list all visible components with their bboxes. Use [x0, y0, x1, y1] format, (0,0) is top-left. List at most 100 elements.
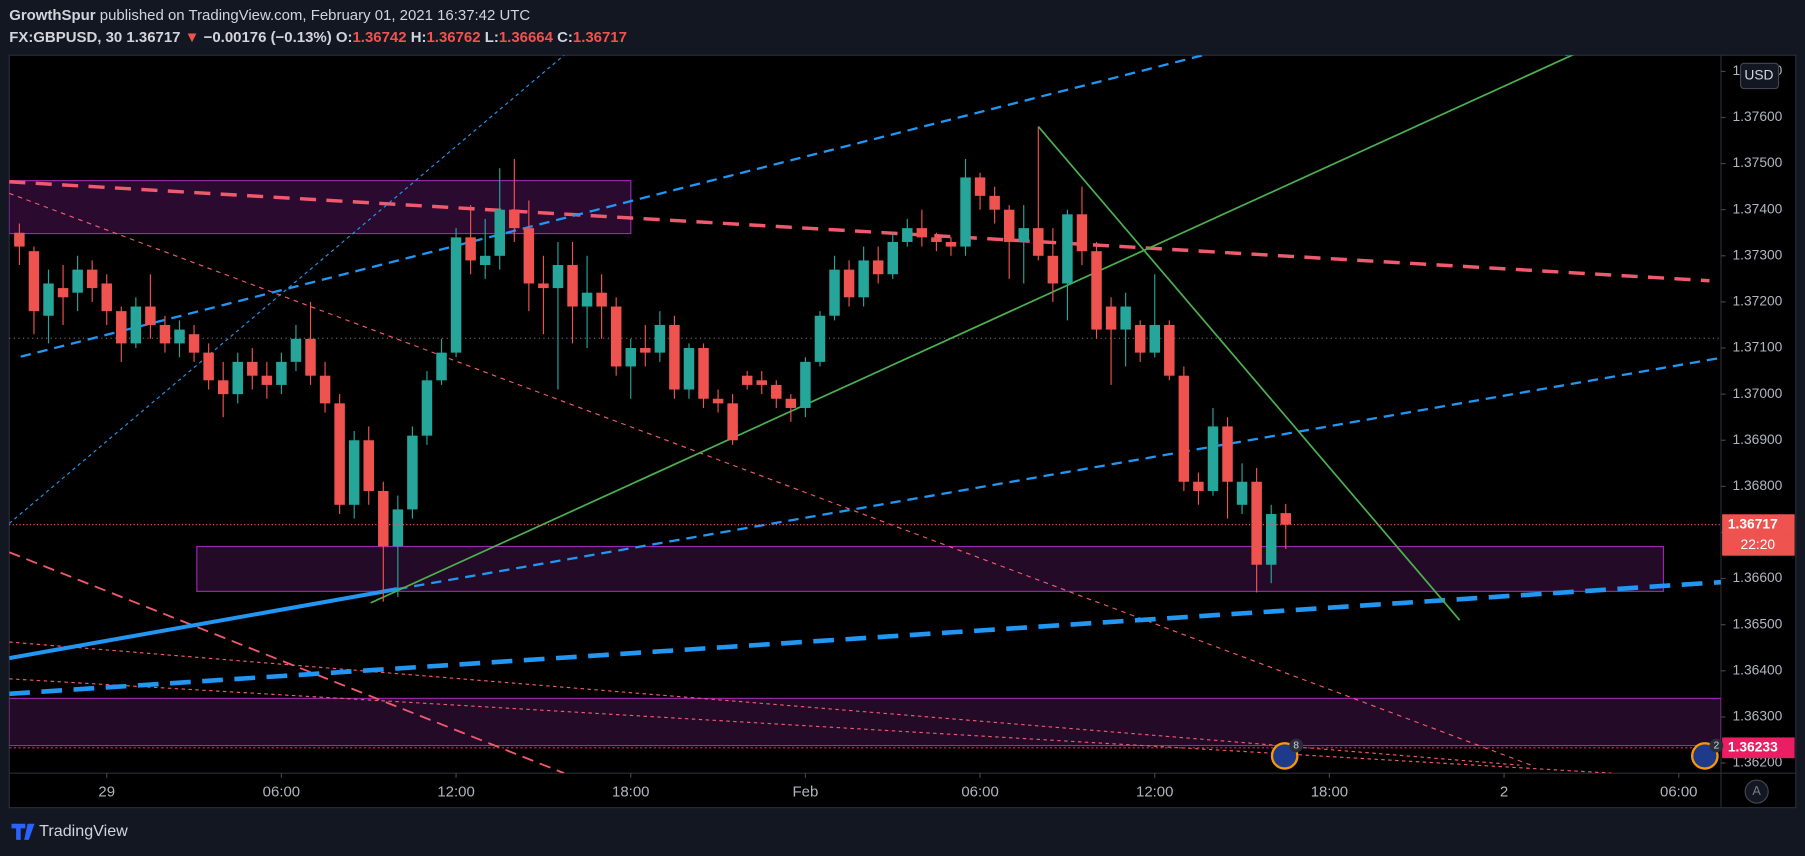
candle-body	[771, 384, 782, 399]
candle-body	[872, 260, 884, 275]
x-tick-label: 06:00	[263, 784, 300, 801]
candle-body	[1280, 513, 1291, 525]
published: published on TradingView.com, February 0…	[100, 7, 531, 24]
y-tick-label: 1.36400	[1732, 661, 1782, 677]
zone	[196, 545, 1664, 592]
candle-body	[785, 398, 797, 408]
currency-label[interactable]: USD	[1744, 67, 1773, 83]
candle-body	[610, 306, 622, 367]
candle-body	[57, 288, 69, 298]
auto-button[interactable]	[1744, 779, 1769, 804]
candle-body	[640, 348, 651, 353]
y-tick-label: 1.36600	[1732, 569, 1782, 585]
candle-body	[1134, 324, 1146, 353]
currency-button[interactable]	[1739, 62, 1780, 90]
event-badge	[1709, 738, 1724, 753]
candle-body	[858, 260, 869, 298]
candle-body	[625, 348, 636, 367]
candle-body	[1251, 481, 1262, 565]
h-label: H:	[411, 29, 427, 46]
candle-body	[1018, 228, 1029, 242]
candle-body	[712, 398, 724, 404]
candle-body	[494, 209, 505, 256]
y-tick-label: 1.37600	[1732, 108, 1782, 124]
countdown-label: 22:20	[1741, 536, 1776, 552]
candles	[9, 126, 1721, 749]
trend-line	[9, 579, 1721, 697]
auto-label[interactable]: A	[1752, 784, 1761, 798]
y-tick-label: 1.36800	[1732, 477, 1782, 493]
candle-body	[1091, 251, 1102, 330]
o-label: O:	[336, 29, 353, 46]
candle-body	[1207, 426, 1219, 491]
candle-body	[902, 228, 913, 242]
candle-body	[392, 509, 404, 547]
brand-logo	[11, 823, 35, 840]
legend-line: FX:GBPUSD, 30 1.36717 ▼ −0.00176 (−0.13%…	[9, 29, 627, 46]
x-tick-label: 12:00	[437, 784, 474, 801]
candle-body	[465, 237, 476, 261]
candle-body	[174, 329, 185, 344]
countdown-box	[1722, 534, 1795, 556]
candle-body	[1120, 306, 1131, 330]
zone	[9, 697, 1721, 747]
y-tick-label: 1.37100	[1732, 339, 1782, 355]
c-label: C:	[557, 29, 573, 46]
candle-body	[829, 269, 840, 316]
candle-body	[188, 334, 200, 353]
candle-body	[305, 338, 316, 376]
candle-body	[247, 361, 258, 376]
candle-body	[741, 375, 753, 385]
last-price-label: 1.36717	[1728, 515, 1778, 531]
candle-body	[334, 403, 345, 505]
candle-body	[1178, 375, 1190, 482]
candle-body	[756, 380, 767, 385]
x-tick-label: 18:00	[1311, 784, 1348, 801]
candle-body	[28, 251, 40, 312]
last-price-box	[1722, 514, 1795, 535]
candle-body	[1105, 306, 1117, 330]
x-tick-label: 18:00	[612, 784, 649, 801]
symbol: FX:GBPUSD, 30	[9, 29, 122, 46]
y-tick-label: 1.37500	[1732, 154, 1782, 170]
y-tick-label: 1.37400	[1732, 200, 1782, 216]
candle-body	[232, 361, 243, 395]
event-count: 2	[1713, 740, 1719, 751]
y-tick-label: 1.36500	[1732, 615, 1782, 631]
trend-line	[9, 180, 1710, 283]
y-tick-label: 1.36900	[1732, 431, 1782, 447]
candle-body	[1076, 214, 1088, 252]
x-tick-label: 06:00	[1660, 784, 1697, 801]
change: −0.00176 (−0.13%)	[204, 29, 332, 46]
y-tick-label: 1.37000	[1732, 385, 1782, 401]
change-arrow: ▼	[185, 29, 200, 46]
author: GrowthSpur	[9, 7, 96, 24]
price-line-box	[1722, 737, 1795, 759]
x-tick-label: 29	[98, 784, 115, 801]
y-tick-label: 1.37200	[1732, 293, 1782, 309]
x-tick-label: 12:00	[1136, 784, 1173, 801]
candle-body	[509, 209, 520, 229]
candle-body	[887, 241, 898, 275]
candle-body	[567, 265, 578, 307]
candle-body	[843, 269, 855, 298]
candle-body	[363, 440, 374, 491]
candle-body	[450, 237, 462, 353]
candle-body	[1164, 324, 1175, 376]
candle-body	[989, 195, 1000, 210]
candle-body	[421, 380, 433, 436]
y-tick-label: 1.36300	[1732, 708, 1782, 724]
header-line: GrowthSpur published on TradingView.com,…	[9, 7, 530, 24]
candle-body	[523, 228, 535, 284]
candle-body	[581, 292, 593, 307]
axes: 1.362001.363001.364001.365001.366001.367…	[98, 62, 1795, 801]
candle-body	[669, 324, 680, 390]
x-tick-label: Feb	[793, 784, 819, 801]
candle-body	[407, 435, 418, 510]
trend-line	[9, 678, 1612, 774]
candle-body	[130, 306, 142, 344]
candle-body	[86, 269, 98, 289]
trend-line	[9, 587, 398, 661]
